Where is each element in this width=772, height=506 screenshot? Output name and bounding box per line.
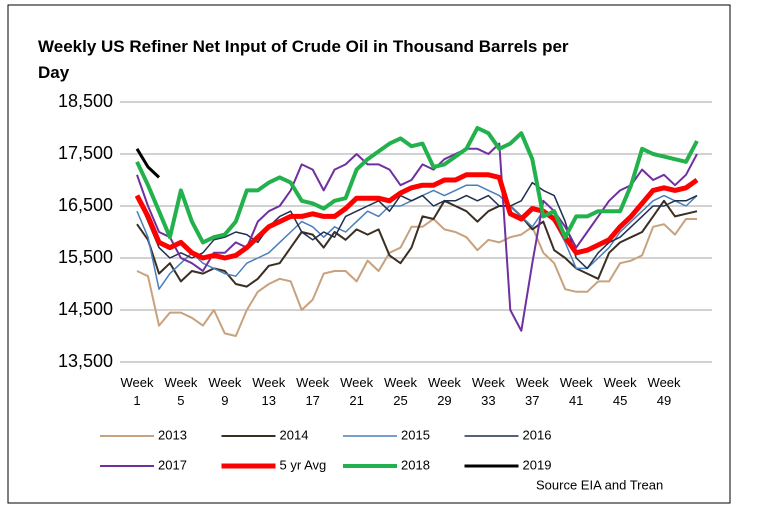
legend-label: 2016 [523, 427, 552, 442]
x-tick-label: Week 17 [296, 375, 329, 408]
legend-label: 2017 [158, 457, 187, 472]
x-tick-label: Week 5 [164, 375, 197, 408]
series-line [134, 172, 699, 261]
series-line [136, 142, 698, 332]
series-line [136, 218, 697, 337]
x-tick-label: Week 33 [472, 375, 505, 408]
legend-label: 2013 [158, 427, 187, 442]
legend-label: 2019 [523, 457, 552, 472]
x-tick-label: Week 41 [560, 375, 593, 408]
y-tick-label: 13,500 [58, 351, 113, 371]
chart-title: Weekly US Refiner Net Input of Crude Oil… [38, 37, 569, 82]
x-tick-label: Week 21 [340, 375, 373, 408]
y-tick-label: 17,500 [58, 143, 113, 163]
x-tick-label: Week 49 [648, 375, 681, 408]
series-line [136, 181, 698, 270]
x-tick-label: Week 45 [604, 375, 637, 408]
x-tick-label: Week 25 [384, 375, 417, 408]
legend-label: 2018 [401, 457, 430, 472]
legend-label: 5 yr Avg [280, 457, 327, 472]
series-line [136, 199, 698, 288]
series-line [135, 126, 699, 245]
x-tick-label: Week 37 [516, 375, 549, 408]
x-tick-label: Week 13 [252, 375, 285, 408]
x-tick-label: Week 29 [428, 375, 461, 408]
x-tick-label: Week 9 [208, 375, 241, 408]
x-tick-label: Week 1 [121, 375, 154, 408]
series-line [135, 148, 161, 179]
y-tick-label: 16,500 [58, 195, 113, 215]
frame [7, 4, 731, 504]
legend-label: 2014 [280, 427, 309, 442]
y-tick-label: 14,500 [58, 299, 113, 319]
y-tick-label: 15,500 [58, 247, 113, 267]
source-note: Source EIA and Trean [536, 477, 663, 492]
legend-label: 2015 [401, 427, 430, 442]
y-tick-label: 18,500 [58, 91, 113, 111]
